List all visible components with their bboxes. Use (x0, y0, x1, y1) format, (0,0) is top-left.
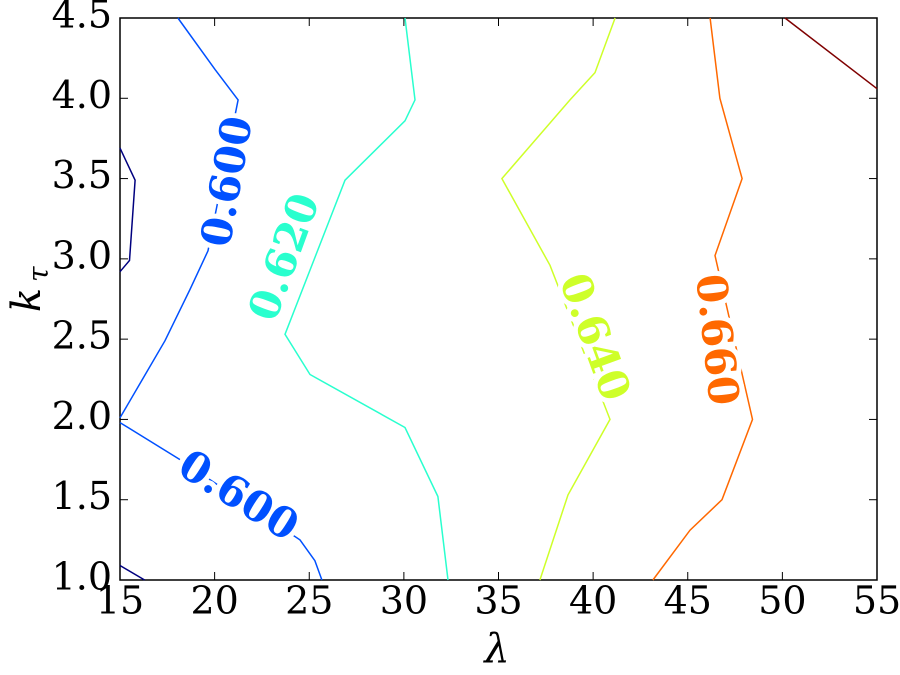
x-tick-label: 15 (96, 579, 144, 623)
x-tick-label: 45 (664, 579, 712, 623)
y-axis-label: k τ (4, 266, 55, 312)
contour-line (119, 421, 323, 581)
contour-line (119, 147, 145, 581)
y-tick-label: 2.5 (52, 314, 112, 358)
x-axis-label: λ (482, 626, 509, 670)
y-tick-label: 1.5 (52, 474, 112, 518)
x-tick-label: 20 (190, 579, 238, 623)
y-tick-label: 4.5 (52, 0, 112, 37)
x-tick-label: 50 (758, 579, 806, 623)
y-axis-label-subscript: τ (22, 266, 55, 282)
y-tick-label: 1.0 (52, 555, 112, 599)
contour-line (284, 17, 449, 581)
contour-line (500, 17, 616, 581)
contour-line (784, 17, 878, 90)
x-tick-label: 35 (474, 579, 522, 623)
x-tick-label: 55 (853, 579, 900, 623)
contour-line (119, 17, 239, 419)
x-tick-label: 40 (569, 579, 617, 623)
contour-line (652, 17, 754, 581)
plot-area (119, 17, 878, 581)
x-tick-label: 30 (380, 579, 428, 623)
y-tick-label: 3.5 (52, 153, 112, 197)
y-tick-label: 3.0 (52, 233, 112, 277)
x-tick-label: 25 (285, 579, 333, 623)
y-axis-label-base: k (4, 288, 50, 312)
y-tick-label: 4.0 (52, 73, 112, 117)
y-tick-label: 2.0 (52, 394, 112, 438)
